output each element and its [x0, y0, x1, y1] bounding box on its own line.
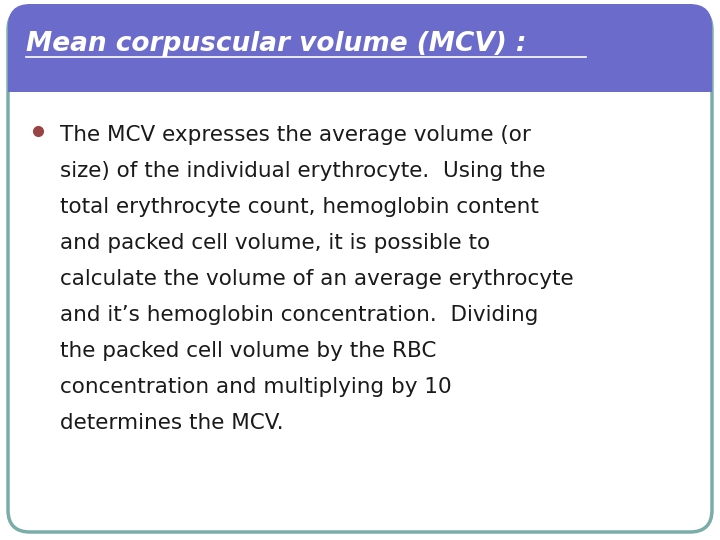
FancyBboxPatch shape [8, 8, 712, 532]
FancyBboxPatch shape [8, 4, 712, 92]
Bar [8, 70, 712, 92]
Text: total erythrocyte count, hemoglobin content: total erythrocyte count, hemoglobin cont… [60, 197, 539, 217]
Text: calculate the volume of an average erythrocyte: calculate the volume of an average eryth… [60, 269, 574, 289]
Text: determines the MCV.: determines the MCV. [60, 413, 284, 433]
Text: the packed cell volume by the RBC: the packed cell volume by the RBC [60, 341, 436, 361]
Text: and it’s hemoglobin concentration.  Dividing: and it’s hemoglobin concentration. Divid… [60, 305, 539, 325]
Text: The MCV expresses the average volume (or: The MCV expresses the average volume (or [60, 125, 531, 145]
Text: Mean corpuscular volume (MCV) :: Mean corpuscular volume (MCV) : [26, 31, 526, 57]
Text: and packed cell volume, it is possible to: and packed cell volume, it is possible t… [60, 233, 490, 253]
Text: size) of the individual erythrocyte.  Using the: size) of the individual erythrocyte. Usi… [60, 161, 546, 181]
Text: concentration and multiplying by 10: concentration and multiplying by 10 [60, 377, 451, 397]
